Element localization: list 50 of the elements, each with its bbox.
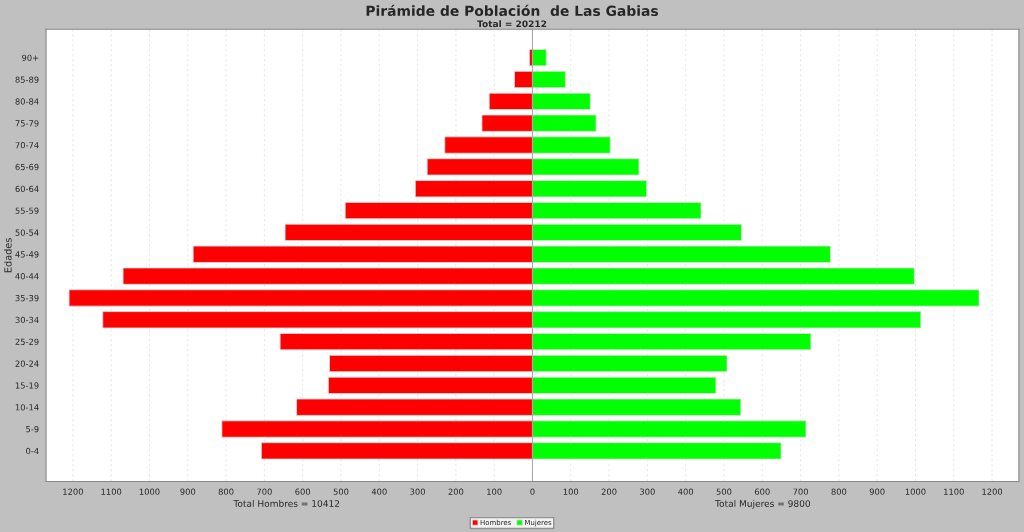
x-tick-label: 100	[487, 488, 502, 495]
x-tick-label: 1200	[982, 488, 1003, 495]
y-tick-label: 55-59	[15, 207, 39, 214]
y-tick-label: 0-4	[26, 447, 39, 455]
y-tick-label: 85-89	[15, 76, 39, 83]
chart-title: Pirámide de Población de Las Gabias	[366, 4, 658, 17]
x-tick-label: 1000	[139, 488, 160, 495]
x-tick-label: 400	[678, 488, 694, 495]
y-tick-label: 75-79	[15, 120, 39, 127]
y-tick-label: 10-14	[15, 404, 39, 411]
x-tick-label: 400	[371, 488, 387, 495]
y-tick-label: 70-74	[15, 142, 39, 149]
x-tick-label: 700	[793, 488, 808, 495]
y-tick-label: 25-29	[15, 338, 39, 345]
text: Total Mujeres = 9800	[715, 499, 811, 509]
x-tick-label: 100	[563, 488, 579, 495]
x-tick-label: 600	[295, 488, 311, 495]
y-axis-title: Edades	[4, 238, 12, 273]
text: Total Hombres = 10412	[233, 499, 340, 507]
x-tick-label: 300	[640, 488, 655, 495]
x-tick-label: 300	[410, 488, 425, 495]
x-tick-label: 1100	[944, 488, 964, 495]
x-tick-label: 1200	[63, 488, 83, 495]
y-tick-label: 20-24	[15, 360, 39, 367]
y-tick-label: 5-9	[26, 426, 39, 433]
x-tick-label: 900	[869, 488, 885, 495]
y-tick-label: 15-19	[15, 382, 39, 389]
y-tick-label: 60-64	[15, 185, 39, 193]
y-tick-label: 30-34	[15, 316, 39, 324]
y-tick-label: 90+	[22, 54, 39, 61]
x-tick-label: 600	[754, 488, 770, 495]
bar	[532, 49, 547, 67]
y-tick-label: 65-69	[15, 163, 39, 171]
x-tick-label: 500	[716, 488, 732, 495]
y-tick-label: 35-39	[15, 294, 39, 302]
x-tick-label: 500	[333, 488, 349, 495]
x-tick-label: 1000	[905, 488, 926, 495]
x-tick-label: 800	[831, 488, 847, 495]
x-tick-label: 800	[218, 488, 234, 495]
x-tick-label: 700	[257, 488, 272, 495]
y-tick-label: 80-84	[15, 98, 39, 105]
y-tick-label: 50-54	[15, 229, 39, 236]
x-tick-label: 0	[530, 488, 535, 495]
x-tick-label: 200	[601, 488, 617, 495]
x-tick-label: 900	[180, 488, 196, 495]
y-tick-label: 45-49	[15, 251, 39, 258]
x-tick-label: 1100	[101, 488, 122, 495]
x-tick-label: 200	[448, 488, 464, 495]
y-tick-label: 40-44	[15, 273, 39, 280]
chart-subtitle: Total = 20212	[477, 20, 547, 28]
